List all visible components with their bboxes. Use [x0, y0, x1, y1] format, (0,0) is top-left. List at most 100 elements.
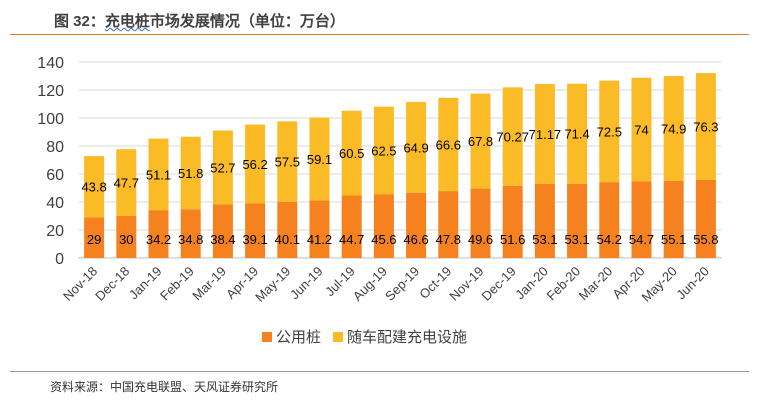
y-tick-label: 60: [46, 167, 64, 184]
data-label: 47.7: [114, 176, 139, 191]
data-label: 45.6: [371, 232, 396, 247]
bar-public: [277, 201, 298, 258]
data-label: 56.2: [242, 157, 267, 172]
data-label: 57.5: [275, 155, 300, 170]
bar-private: [567, 83, 588, 184]
bar-public: [470, 188, 491, 258]
data-label: 71.17: [529, 127, 562, 142]
y-tick-label: 0: [55, 251, 64, 268]
bar-private: [309, 117, 330, 201]
y-tick-label: 40: [46, 195, 64, 212]
data-label: 51.6: [500, 232, 525, 247]
source-note: 资料来源：中国充电联盟、天风证券研究所: [50, 380, 279, 394]
bar-private: [470, 93, 491, 189]
bar-public: [116, 216, 137, 258]
bar-private: [116, 149, 137, 216]
y-tick-label: 120: [37, 83, 64, 100]
bar-private: [663, 76, 684, 181]
data-label: 30: [119, 232, 133, 247]
stacked-bar-chart: 0 20 40 60 80 100 120 140 29 43.8 Nov-18 30 47.7 Dec-…: [37, 55, 722, 346]
x-tick-label: Mar-20: [576, 264, 616, 304]
data-label: 49.6: [468, 232, 493, 247]
data-label: 70.27: [496, 130, 529, 145]
data-label: 39.1: [242, 232, 267, 247]
figure-title: 图 32：充电桩市场发展情况（单位：万台）: [54, 10, 345, 31]
data-label: 34.2: [146, 232, 171, 247]
bar-public: [180, 209, 201, 258]
y-tick-label: 140: [37, 55, 64, 72]
bar-private: [84, 156, 105, 218]
data-label: 38.4: [210, 232, 235, 247]
x-tick-label: Sep-19: [382, 264, 422, 304]
legend-swatch: [262, 332, 272, 342]
x-tick-label: Jan-19: [126, 264, 165, 303]
data-label: 51.8: [178, 166, 203, 181]
data-label: 52.7: [210, 160, 235, 175]
x-tick-label: May-19: [252, 264, 293, 305]
x-tick-label: Dec-18: [92, 264, 132, 304]
data-label: 71.4: [564, 127, 589, 142]
bar-private: [631, 77, 652, 182]
x-tick-label: Jun-19: [287, 264, 326, 303]
data-label: 55.1: [661, 232, 686, 247]
data-label: 46.6: [403, 232, 428, 247]
data-label: 54.7: [629, 232, 654, 247]
bar-private: [438, 97, 459, 192]
data-label: 72.5: [597, 124, 622, 139]
data-label: 54.2: [597, 232, 622, 247]
bar-public: [502, 185, 523, 258]
data-label: 44.7: [339, 232, 364, 247]
bar-private: [341, 110, 362, 196]
x-tick-label: Mar-19: [189, 264, 229, 304]
bar-public: [84, 217, 105, 258]
bar-public: [599, 182, 620, 258]
bar-public: [341, 195, 362, 258]
x-tick-label: Jun-20: [673, 264, 712, 303]
data-label: 55.8: [693, 232, 718, 247]
x-tick-label: Feb-20: [543, 264, 583, 304]
data-label: 60.5: [339, 146, 364, 161]
bar-public: [631, 181, 652, 258]
y-tick-label: 80: [46, 139, 64, 156]
bar-private: [148, 138, 169, 211]
bar-public: [373, 194, 394, 258]
data-label: 34.8: [178, 232, 203, 247]
bar-private: [212, 130, 233, 205]
data-label: 47.8: [436, 232, 461, 247]
data-label: 41.2: [307, 232, 332, 247]
data-label: 40.1: [275, 232, 300, 247]
data-label: 74: [634, 123, 648, 138]
x-tick-label: Aug-19: [350, 264, 390, 304]
data-label: 59.1: [307, 152, 332, 167]
data-label: 43.8: [81, 180, 106, 195]
bar-private: [406, 101, 427, 193]
bar-private: [502, 87, 523, 186]
bar-private: [277, 121, 298, 202]
x-tick-label: Nov-19: [446, 264, 486, 304]
bar-public: [245, 203, 266, 258]
data-label: 66.6: [436, 137, 461, 152]
data-label: 67.8: [468, 134, 493, 149]
figure-number: 图 32：: [54, 13, 105, 30]
x-tick-label: Feb-19: [157, 264, 197, 304]
bar-public: [567, 183, 588, 258]
bar-public: [212, 204, 233, 258]
y-tick-label: 20: [46, 223, 64, 240]
bar-public: [534, 183, 555, 258]
data-label: 64.9: [403, 140, 428, 155]
data-label: 74.9: [661, 121, 686, 136]
y-tick-label: 100: [37, 111, 64, 128]
bar-public: [663, 180, 684, 258]
bar-private: [180, 136, 201, 210]
legend-label: 随车配建充电设施: [347, 329, 467, 346]
title-keyword: 充电桩: [104, 13, 150, 30]
data-label: 29: [87, 232, 101, 247]
bar-public: [309, 200, 330, 258]
x-tick-label: Dec-19: [479, 264, 519, 304]
title-rest: 市场发展情况（单位：万台）: [149, 13, 345, 30]
bar-private: [534, 84, 555, 184]
data-label: 76.3: [693, 119, 718, 134]
x-tick-label: Jan-20: [512, 264, 551, 303]
source-rule: [10, 371, 749, 372]
data-label: 62.5: [371, 143, 396, 158]
